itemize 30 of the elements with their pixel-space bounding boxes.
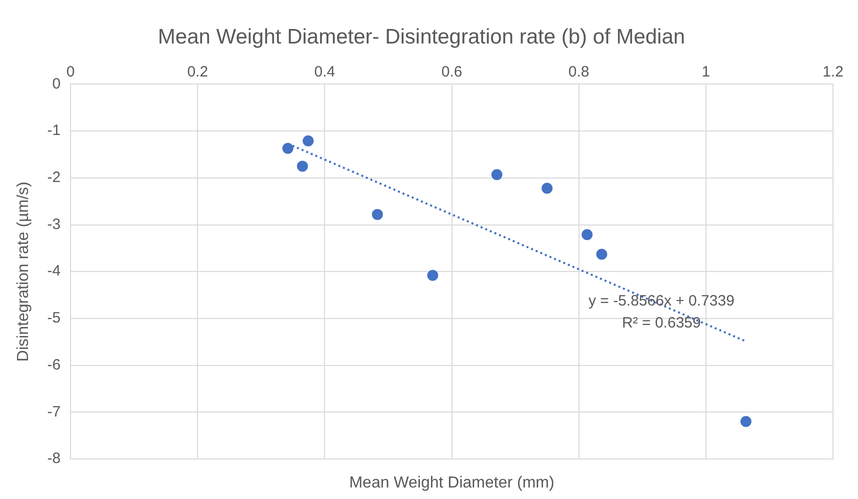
point bbox=[282, 142, 294, 154]
y-tick-label: -6 bbox=[47, 356, 61, 374]
point bbox=[427, 270, 438, 281]
x-tick-label: 0.6 bbox=[441, 63, 462, 80]
y-tick-label: -7 bbox=[47, 403, 61, 420]
point bbox=[296, 160, 308, 172]
y-tick-label: -5 bbox=[47, 310, 61, 327]
y-tick-label: 0 bbox=[52, 75, 61, 92]
x-tick-label: 0.2 bbox=[187, 63, 208, 80]
x-tick-label: 0.4 bbox=[314, 63, 336, 80]
point bbox=[372, 208, 383, 220]
x-tick-label: 0 bbox=[66, 63, 75, 80]
y-tick-label: -3 bbox=[47, 216, 61, 233]
chart-title: Mean Weight Diameter- Disintegration rate (b) of Median bbox=[158, 25, 686, 48]
annotation: R² = 0.6359 bbox=[622, 314, 701, 332]
y-axis-title: Disintegration rate (µm/s) bbox=[15, 182, 32, 362]
y-tick-label: -4 bbox=[47, 262, 61, 280]
x-tick-label: 1.2 bbox=[822, 63, 844, 80]
x-tick-label: 1 bbox=[702, 63, 710, 80]
point bbox=[596, 248, 608, 260]
x-tick-label: 0.8 bbox=[568, 63, 590, 80]
y-tick-label: -1 bbox=[47, 122, 61, 140]
point bbox=[302, 135, 314, 146]
point bbox=[542, 182, 553, 194]
point bbox=[582, 229, 593, 240]
y-tick-label: -2 bbox=[47, 169, 61, 186]
y-tick-label: -8 bbox=[47, 450, 61, 468]
x-axis-title: Mean Weight Diameter (mm) bbox=[349, 474, 554, 492]
point bbox=[740, 416, 752, 428]
point bbox=[491, 169, 502, 180]
